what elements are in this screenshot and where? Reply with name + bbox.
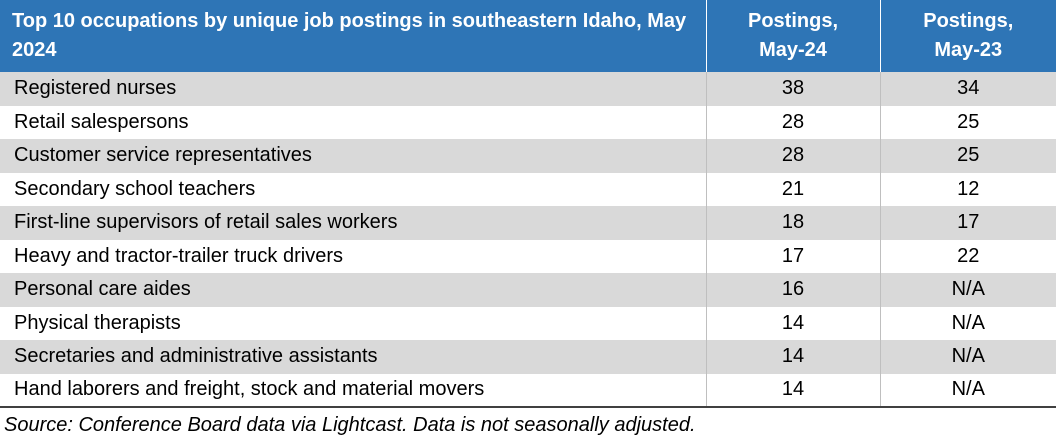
occupation-cell: Physical therapists: [14, 311, 181, 334]
postings-cell: 12: [879, 172, 1056, 206]
postings-cell: 18: [705, 206, 880, 240]
postings-cell: 17: [879, 206, 1056, 240]
table-row: First-line supervisors of retail sales w…: [0, 206, 1056, 240]
postings-cell: 28: [705, 139, 880, 173]
table-row: Personal care aides 16 N/A: [0, 273, 1056, 307]
occupation-cell: First-line supervisors of retail sales w…: [0, 206, 706, 240]
occupation-cell: Secondary school teachers: [14, 177, 256, 200]
occupation-cell: Secretaries and administrative assistant…: [0, 340, 706, 374]
header-cell: Top 10 occupations by unique job posting…: [0, 0, 706, 72]
postings-cell: 14: [705, 340, 880, 374]
postings-cell: 34: [879, 72, 1056, 106]
occupation-cell: Customer service representatives: [0, 139, 706, 173]
header-row: Top 10 occupations by unique job posting…: [0, 0, 1056, 72]
postings-cell: N/A: [879, 373, 1056, 408]
header-text: Top 10 occupations by unique job posting…: [12, 10, 687, 61]
postings-cell: 28: [705, 105, 880, 139]
header-cell: Postings, May-24: [705, 0, 880, 72]
postings-cell: 38: [705, 72, 880, 106]
table-row: Secretaries and administrative assistant…: [0, 340, 1056, 374]
postings-cell: 25: [879, 139, 1056, 173]
header-text: Postings, May-24: [747, 10, 838, 61]
table-row: Customer service representatives 28 25: [0, 139, 1056, 173]
table-row: Physical therapists 14 N/A: [0, 306, 1056, 340]
postings-cell: N/A: [879, 273, 1056, 307]
table-row: Secondary school teachers 21 12: [0, 172, 1056, 206]
header-text: Postings, May-23: [923, 10, 1014, 61]
postings-cell: N/A: [879, 340, 1056, 374]
occupation-cell: Registered nurses: [0, 72, 706, 106]
table-row: Heavy and tractor-trailer truck drivers 1…: [0, 239, 1056, 273]
postings-cell: 16: [705, 273, 880, 307]
postings-cell: 14: [705, 306, 880, 340]
source-note: Source: Conference Board data via Lightc…: [4, 414, 696, 436]
occupation-cell: Personal care aides: [0, 273, 706, 307]
table-row: Retail salespersons 28 25: [0, 105, 1056, 139]
postings-cell: 14: [705, 373, 880, 408]
postings-cell: 25: [879, 105, 1056, 139]
postings-cell: N/A: [879, 306, 1056, 340]
table-row: Hand laborers and freight, stock and mat…: [0, 373, 1056, 408]
table-row: Registered nurses 38 34: [0, 72, 1056, 106]
table-body: Registered nurses 38 34 Retail salespersons…: [0, 72, 1056, 408]
occupation-cell: Heavy and tractor-trailer truck drivers: [14, 244, 343, 267]
header-cell: Postings, May-23: [879, 0, 1056, 72]
postings-cell: 21: [705, 172, 880, 206]
postings-cell: 17: [705, 239, 880, 273]
occupation-cell: Retail salespersons: [14, 110, 189, 133]
occupation-cell: Hand laborers and freight, stock and mat…: [0, 373, 706, 408]
postings-cell: 22: [879, 239, 1056, 273]
postings-table: Top 10 occupations by unique job posting…: [0, 0, 1056, 408]
